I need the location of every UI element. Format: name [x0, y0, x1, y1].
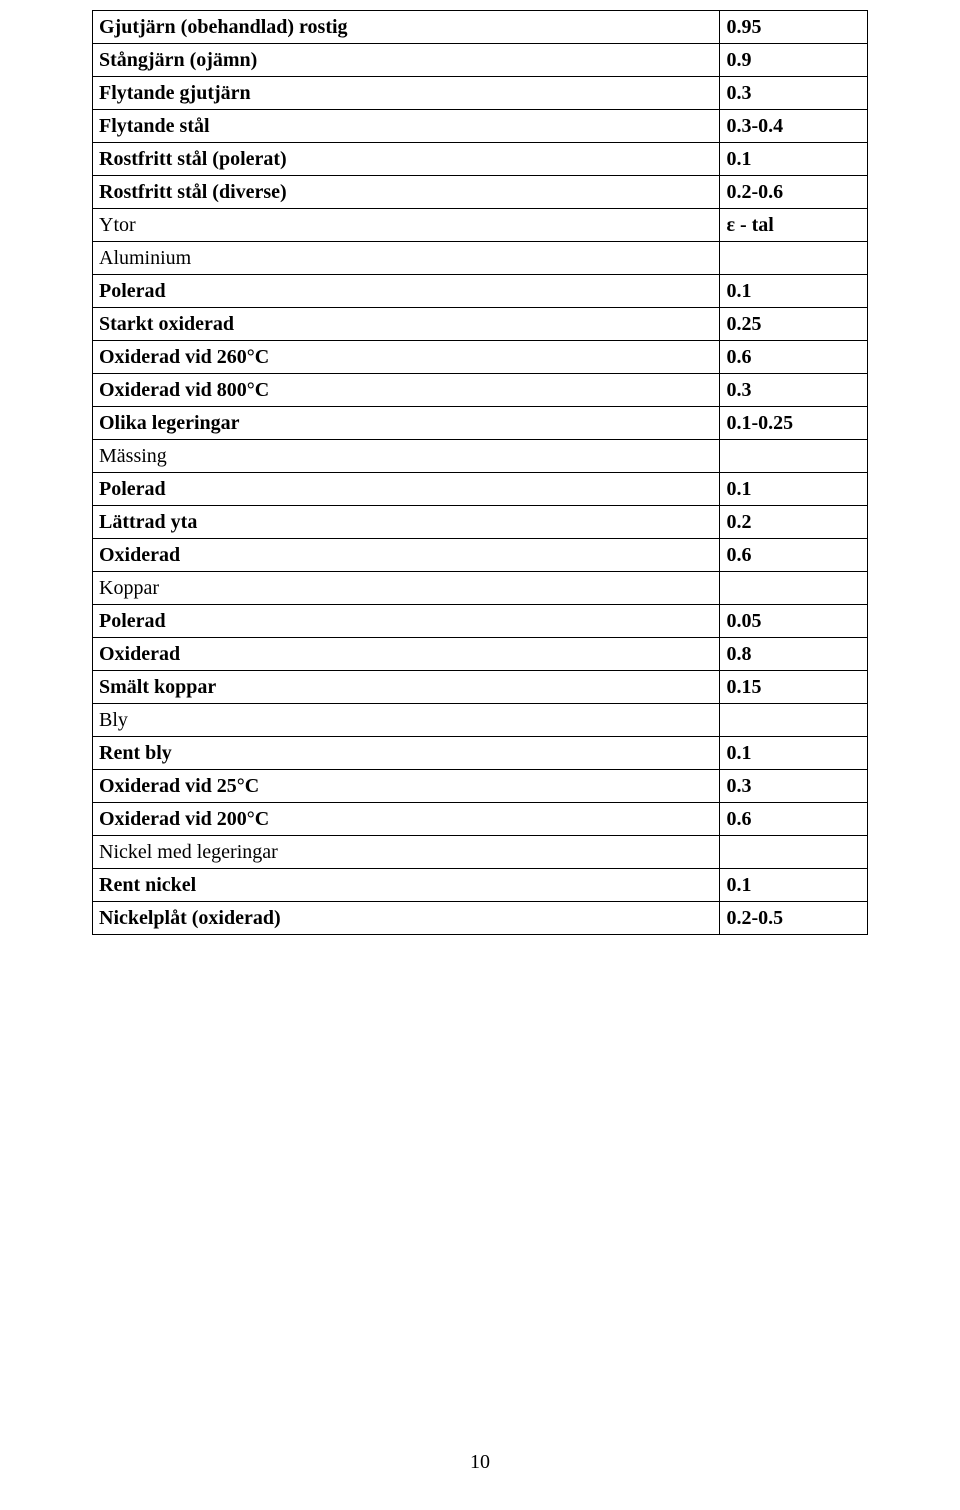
row-label: Rostfritt stål (diverse)	[93, 176, 720, 209]
row-label: Oxiderad	[93, 539, 720, 572]
row-label: Koppar	[93, 572, 720, 605]
table-row: Nickel med legeringar	[93, 836, 868, 869]
table-row: Polerad0.05	[93, 605, 868, 638]
row-value: 0.3-0.4	[720, 110, 868, 143]
row-value: ε - tal	[720, 209, 868, 242]
row-value: 0.3	[720, 77, 868, 110]
table-row: Olika legeringar0.1-0.25	[93, 407, 868, 440]
table-row: Gjutjärn (obehandlad) rostig0.95	[93, 11, 868, 44]
row-label: Flytande gjutjärn	[93, 77, 720, 110]
row-value: 0.6	[720, 539, 868, 572]
row-value	[720, 704, 868, 737]
row-value: 0.95	[720, 11, 868, 44]
row-value	[720, 440, 868, 473]
row-value: 0.3	[720, 374, 868, 407]
materials-table: Gjutjärn (obehandlad) rostig0.95Stångjär…	[92, 10, 868, 935]
row-value: 0.1	[720, 869, 868, 902]
table-row: Flytande gjutjärn0.3	[93, 77, 868, 110]
table-row: Stångjärn (ojämn)0.9	[93, 44, 868, 77]
row-value: 0.1	[720, 143, 868, 176]
table-body: Gjutjärn (obehandlad) rostig0.95Stångjär…	[93, 11, 868, 935]
row-value: 0.2-0.6	[720, 176, 868, 209]
row-label: Nickel med legeringar	[93, 836, 720, 869]
row-label: Rent bly	[93, 737, 720, 770]
table-row: Smält koppar0.15	[93, 671, 868, 704]
row-label: Aluminium	[93, 242, 720, 275]
page-container: Gjutjärn (obehandlad) rostig0.95Stångjär…	[0, 0, 960, 935]
row-value: 0.1	[720, 275, 868, 308]
row-value: 0.6	[720, 341, 868, 374]
table-row: Starkt oxiderad0.25	[93, 308, 868, 341]
row-label: Polerad	[93, 605, 720, 638]
row-value: 0.2	[720, 506, 868, 539]
row-value	[720, 572, 868, 605]
row-label: Ytor	[93, 209, 720, 242]
table-row: Ytorε - tal	[93, 209, 868, 242]
row-value: 0.1	[720, 473, 868, 506]
row-value: 0.9	[720, 44, 868, 77]
row-value: 0.15	[720, 671, 868, 704]
table-row: Oxiderad0.8	[93, 638, 868, 671]
row-label: Oxiderad	[93, 638, 720, 671]
table-row: Polerad0.1	[93, 275, 868, 308]
row-label: Nickelplåt (oxiderad)	[93, 902, 720, 935]
row-label: Lättrad yta	[93, 506, 720, 539]
table-row: Lättrad yta0.2	[93, 506, 868, 539]
table-row: Mässing	[93, 440, 868, 473]
table-row: Rent nickel0.1	[93, 869, 868, 902]
row-label: Oxiderad vid 800°C	[93, 374, 720, 407]
table-row: Oxiderad vid 260°C0.6	[93, 341, 868, 374]
table-row: Oxiderad vid 200°C0.6	[93, 803, 868, 836]
row-label: Mässing	[93, 440, 720, 473]
row-label: Smält koppar	[93, 671, 720, 704]
page-number: 10	[0, 1451, 960, 1474]
row-value: 0.6	[720, 803, 868, 836]
row-value	[720, 242, 868, 275]
row-label: Polerad	[93, 473, 720, 506]
table-row: Rent bly0.1	[93, 737, 868, 770]
row-label: Olika legeringar	[93, 407, 720, 440]
table-row: Bly	[93, 704, 868, 737]
table-row: Flytande stål0.3-0.4	[93, 110, 868, 143]
table-row: Oxiderad vid 800°C0.3	[93, 374, 868, 407]
table-row: Nickelplåt (oxiderad)0.2-0.5	[93, 902, 868, 935]
row-label: Oxiderad vid 260°C	[93, 341, 720, 374]
row-value: 0.8	[720, 638, 868, 671]
table-row: Polerad0.1	[93, 473, 868, 506]
row-value: 0.25	[720, 308, 868, 341]
row-label: Rostfritt stål (polerat)	[93, 143, 720, 176]
row-value: 0.05	[720, 605, 868, 638]
row-label: Oxiderad vid 25°C	[93, 770, 720, 803]
row-label: Starkt oxiderad	[93, 308, 720, 341]
row-value: 0.3	[720, 770, 868, 803]
row-value: 0.2-0.5	[720, 902, 868, 935]
row-label: Flytande stål	[93, 110, 720, 143]
row-label: Oxiderad vid 200°C	[93, 803, 720, 836]
table-row: Koppar	[93, 572, 868, 605]
row-label: Stångjärn (ojämn)	[93, 44, 720, 77]
table-row: Oxiderad vid 25°C0.3	[93, 770, 868, 803]
row-label: Gjutjärn (obehandlad) rostig	[93, 11, 720, 44]
row-value: 0.1	[720, 737, 868, 770]
row-label: Bly	[93, 704, 720, 737]
table-row: Aluminium	[93, 242, 868, 275]
row-label: Rent nickel	[93, 869, 720, 902]
row-value: 0.1-0.25	[720, 407, 868, 440]
table-row: Oxiderad0.6	[93, 539, 868, 572]
row-value	[720, 836, 868, 869]
row-label: Polerad	[93, 275, 720, 308]
table-row: Rostfritt stål (diverse)0.2-0.6	[93, 176, 868, 209]
table-row: Rostfritt stål (polerat)0.1	[93, 143, 868, 176]
